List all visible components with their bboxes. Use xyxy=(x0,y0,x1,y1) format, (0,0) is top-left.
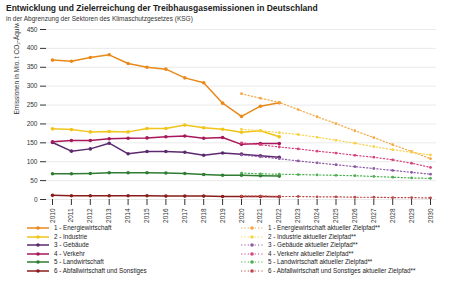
html-text:5 - Landwirtschaft: 5 - Landwirtschaft xyxy=(54,258,104,265)
html-text:Entwicklung und Zielerreichung: Entwicklung und Zielerreichung der Treib… xyxy=(6,3,318,13)
svg-text:2014: 2014 xyxy=(124,208,131,223)
svg-text:150: 150 xyxy=(27,139,38,146)
html-text:2 - Industrie: 2 - Industrie xyxy=(54,232,88,240)
svg-text:2012: 2012 xyxy=(86,208,93,223)
html-text:in der Abgrenzung der Sektoren: in der Abgrenzung der Sektoren des Klima… xyxy=(6,15,193,22)
svg-text:2019: 2019 xyxy=(219,208,226,223)
svg-text:2022: 2022 xyxy=(275,208,282,223)
html-text:3 - Gebäude: 3 - Gebäude xyxy=(54,241,89,248)
html-text:1 - Energiewirtschaft: 1 - Energiewirtschaft xyxy=(54,224,112,231)
html-text:6 - Abfallwirtschaft und Sonst: 6 - Abfallwirtschaft und Sonstiges xyxy=(54,266,147,274)
svg-text:100: 100 xyxy=(27,158,38,165)
svg-text:2024: 2024 xyxy=(313,208,320,223)
svg-text:2018: 2018 xyxy=(200,208,207,223)
html-text:2 - Industrie aktueller Zielpf: 2 - Industrie aktueller Zielpfad** xyxy=(268,232,356,240)
html-text:1 - Energiewirtschaft aktuelle: 1 - Energiewirtschaft aktueller Zielpfad… xyxy=(268,224,380,231)
svg-text:2016: 2016 xyxy=(162,208,169,223)
svg-text:2026: 2026 xyxy=(351,208,358,223)
html-text:5 - Landwirtschaft aktueller Z: 5 - Landwirtschaft aktueller Zielpfad** xyxy=(268,258,373,265)
html-text:4 - Verkehr: 4 - Verkehr xyxy=(54,249,85,257)
svg-text:2017: 2017 xyxy=(181,208,188,223)
svg-text:450: 450 xyxy=(27,26,38,33)
svg-text:250: 250 xyxy=(27,101,38,108)
html-text:3 - Gebäude aktueller Zielpfad: 3 - Gebäude aktueller Zielpfad** xyxy=(268,241,358,248)
svg-text:2030: 2030 xyxy=(427,208,434,223)
svg-text:2013: 2013 xyxy=(105,208,112,223)
svg-text:2027: 2027 xyxy=(370,208,377,223)
svg-text:2029: 2029 xyxy=(408,208,415,223)
html-text:4 - Verkehr aktueller Zielpfad: 4 - Verkehr aktueller Zielpfad** xyxy=(268,249,354,257)
svg-text:2020: 2020 xyxy=(238,208,245,223)
svg-text:2010: 2010 xyxy=(49,208,56,223)
svg-text:2025: 2025 xyxy=(332,208,339,223)
svg-text:2011: 2011 xyxy=(67,208,74,222)
svg-text:0: 0 xyxy=(34,196,38,203)
svg-text:2015: 2015 xyxy=(143,208,150,223)
svg-text:50: 50 xyxy=(30,177,38,184)
svg-text:400: 400 xyxy=(27,44,38,51)
html-text:6 - Abfallwirtschaft und Sonst: 6 - Abfallwirtschaft und Sonstiges aktue… xyxy=(268,266,416,274)
svg-text:350: 350 xyxy=(27,63,38,70)
svg-text:Emissionen in Mio. t CO₂-Äquiv: Emissionen in Mio. t CO₂-Äquivalent xyxy=(13,23,21,115)
svg-text:2023: 2023 xyxy=(294,208,301,223)
svg-text:2028: 2028 xyxy=(389,208,396,223)
svg-text:300: 300 xyxy=(27,82,38,89)
svg-text:2021: 2021 xyxy=(256,208,263,223)
svg-text:200: 200 xyxy=(27,120,38,127)
